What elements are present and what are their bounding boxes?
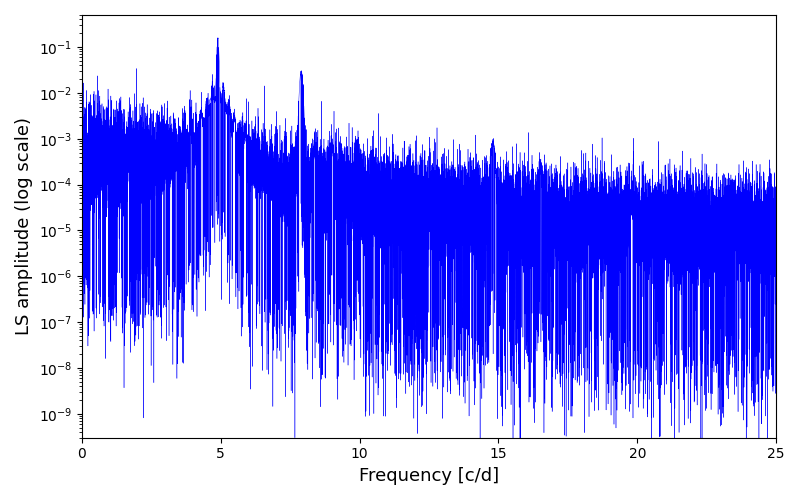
Y-axis label: LS amplitude (log scale): LS amplitude (log scale) (15, 118, 33, 336)
X-axis label: Frequency [c/d]: Frequency [c/d] (359, 467, 499, 485)
